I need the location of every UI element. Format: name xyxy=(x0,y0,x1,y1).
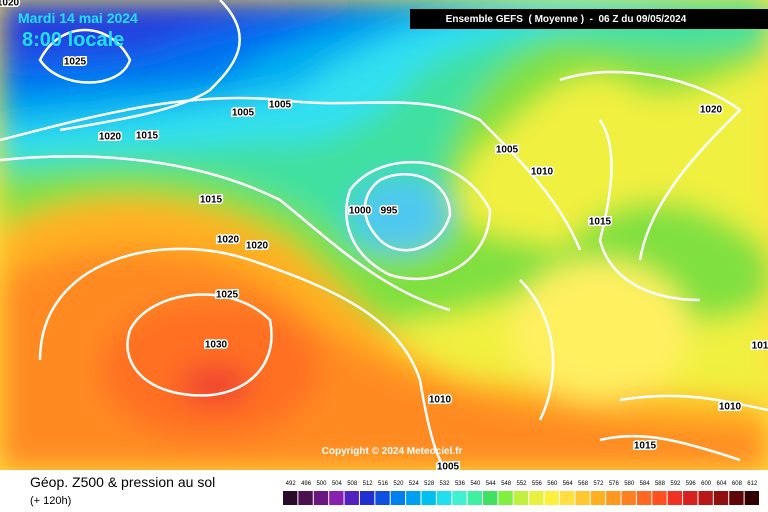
isobar-labels: 1020 1025 1005 1005 1020 1015 1015 1020 1020 1025… xyxy=(0,0,768,474)
legend-swatch xyxy=(529,491,544,505)
legend-swatch xyxy=(590,491,606,505)
legend-label: 508 xyxy=(347,481,358,487)
isobar-label: 1020 xyxy=(700,105,723,116)
legend-label: 568 xyxy=(578,481,589,487)
isobar-label: 1030 xyxy=(205,340,228,351)
isobar-label: 101 xyxy=(752,341,768,352)
isobar-label: 1020 xyxy=(246,241,269,252)
isobar-label: 1015 xyxy=(589,217,612,228)
field xyxy=(0,0,768,471)
legend-label: 492 xyxy=(286,481,297,487)
time: 8:00 locale xyxy=(22,29,124,51)
legend-label: 540 xyxy=(470,481,481,487)
copyright: Copyright © 2024 Meteociel.fr xyxy=(322,446,463,457)
legend-label: 584 xyxy=(640,481,651,487)
legend-label: 504 xyxy=(332,481,343,487)
legend-swatch xyxy=(359,491,375,505)
date: Mardi 14 mai 2024 xyxy=(18,10,138,26)
legend-label: 500 xyxy=(316,481,327,487)
legend-swatch xyxy=(621,491,636,505)
footer-title: Géop. Z500 & pression au sol xyxy=(30,474,215,490)
legend-label: 600 xyxy=(701,481,712,487)
model: Ensemble GEFS ( Moyenne ) - 06 Z du 09/0… xyxy=(446,14,687,25)
legend-swatch xyxy=(406,491,421,505)
legend-swatch xyxy=(713,491,729,505)
isobar-label: 1020 xyxy=(217,235,240,246)
legend-swatch xyxy=(729,491,744,505)
legend-label: 536 xyxy=(455,481,466,487)
legend-swatch xyxy=(436,491,452,505)
legend-label: 612 xyxy=(747,481,758,487)
legend-swatch xyxy=(467,491,483,505)
legend-label: 604 xyxy=(717,481,728,487)
legend-label: 524 xyxy=(409,481,420,487)
legend-label: 596 xyxy=(686,481,697,487)
legend-swatch xyxy=(390,491,406,505)
isobar-label: 1005 xyxy=(269,100,292,111)
legend-label: 588 xyxy=(655,481,666,487)
isobar-label: 1015 xyxy=(634,441,657,452)
legend-label: 516 xyxy=(378,481,389,487)
isobar-label: 1025 xyxy=(216,290,239,301)
isobar-label: 1010 xyxy=(719,402,742,413)
legend-swatch xyxy=(483,491,498,505)
legend-label: 544 xyxy=(486,481,497,487)
legend-swatch xyxy=(298,491,313,505)
legend-swatch xyxy=(513,491,529,505)
isobar-label: 1015 xyxy=(136,131,159,142)
isobar-label: 1020 xyxy=(99,132,122,143)
model-banner xyxy=(410,9,768,29)
legend-label: 556 xyxy=(532,481,543,487)
legend: 492 496 500 504 508 512 516 520 524 528 532 536 540 5… xyxy=(283,481,759,505)
legend-swatch xyxy=(283,491,298,505)
legend-swatch xyxy=(606,491,621,505)
legend-swatch xyxy=(559,491,575,505)
legend-swatch xyxy=(744,491,759,505)
legend-label: 552 xyxy=(516,481,527,487)
legend-label: 528 xyxy=(424,481,435,487)
isobar-label: 1010 xyxy=(429,395,452,406)
footer-lead: (+ 120h) xyxy=(30,495,71,507)
legend-swatch xyxy=(636,491,652,505)
isobar-label: 1025 xyxy=(64,57,87,68)
legend-swatch xyxy=(683,491,698,505)
legend-swatch xyxy=(698,491,713,505)
legend-label: 496 xyxy=(301,481,312,487)
isobar-label: 995 xyxy=(381,206,398,217)
legend-label: 592 xyxy=(670,481,681,487)
legend-swatch xyxy=(375,491,390,505)
legend-swatch xyxy=(313,491,329,505)
isobar-label: 1000 xyxy=(349,206,372,217)
legend-label: 512 xyxy=(363,481,374,487)
legend-swatch xyxy=(575,491,590,505)
isobar-label: 1020 xyxy=(0,0,20,9)
legend-label: 548 xyxy=(501,481,512,487)
legend-swatch xyxy=(329,491,344,505)
legend-swatch xyxy=(421,491,436,505)
legend-label: 580 xyxy=(624,481,635,487)
legend-swatch xyxy=(667,491,683,505)
legend-label: 564 xyxy=(563,481,574,487)
legend-swatch xyxy=(344,491,359,505)
legend-label: 520 xyxy=(393,481,404,487)
legend-label: 608 xyxy=(732,481,743,487)
isobar-lines xyxy=(0,0,768,462)
legend-label: 576 xyxy=(609,481,620,487)
legend-label: 572 xyxy=(593,481,604,487)
isobar-label: 1005 xyxy=(496,145,519,156)
legend-swatch xyxy=(452,491,467,505)
legend-swatch xyxy=(544,491,559,505)
isobar-label: 1015 xyxy=(200,195,223,206)
legend-swatch xyxy=(498,491,513,505)
legend-label: 532 xyxy=(440,481,451,487)
isobar-label: 1005 xyxy=(232,108,255,119)
legend-label: 560 xyxy=(547,481,558,487)
legend-swatch xyxy=(652,491,667,505)
isobar-label: 1010 xyxy=(531,167,554,178)
